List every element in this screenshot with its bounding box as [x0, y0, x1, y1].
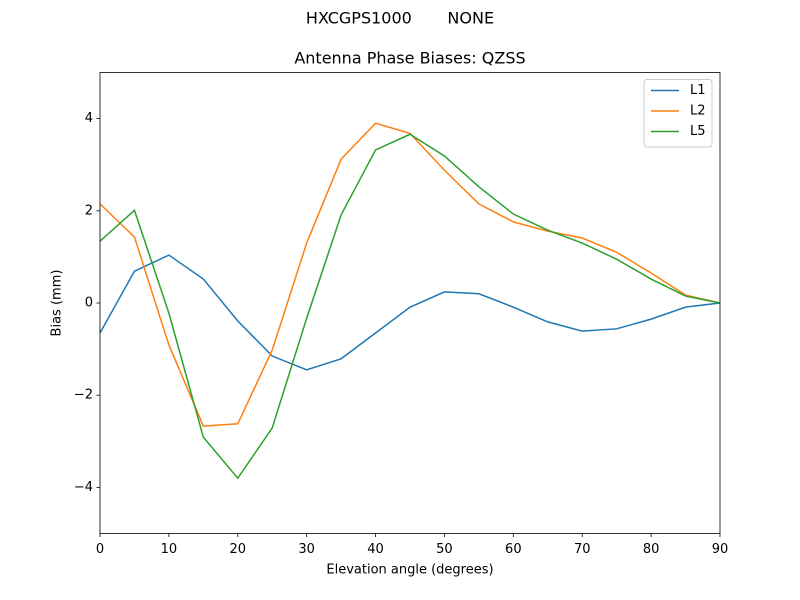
legend-label: L2: [690, 104, 706, 119]
line-series: [99, 122, 721, 427]
line-series: [99, 133, 721, 480]
x-tick-label: 50: [436, 542, 453, 557]
x-tick-label: 30: [298, 542, 315, 557]
plot-frame: [99, 72, 721, 534]
y-tick-label: −2: [74, 388, 93, 403]
x-axis-label: Elevation angle (degrees): [326, 563, 493, 578]
y-tick-label: 0: [85, 296, 93, 311]
legend-box: [643, 79, 713, 148]
x-tick-label: 80: [643, 542, 660, 557]
x-tick-label: 40: [367, 542, 384, 557]
y-tick-label: 4: [85, 111, 93, 126]
x-tick-label: 20: [230, 542, 247, 557]
x-tick-label: 60: [505, 542, 522, 557]
suptitle: HXCGPS1000 NONE: [306, 9, 494, 28]
x-tick-label: 0: [96, 542, 104, 557]
legend-label: L5: [690, 124, 706, 139]
y-axis-label: Bias (mm): [50, 270, 65, 337]
x-tick-label: 10: [161, 542, 178, 557]
x-tick-label: 90: [712, 542, 729, 557]
legend-label: L1: [690, 83, 706, 98]
line-series: [99, 254, 721, 371]
chart-title: Antenna Phase Biases: QZSS: [294, 49, 525, 68]
y-tick-label: 2: [85, 203, 93, 218]
x-tick-label: 70: [574, 542, 591, 557]
y-tick-label: −4: [74, 480, 93, 495]
